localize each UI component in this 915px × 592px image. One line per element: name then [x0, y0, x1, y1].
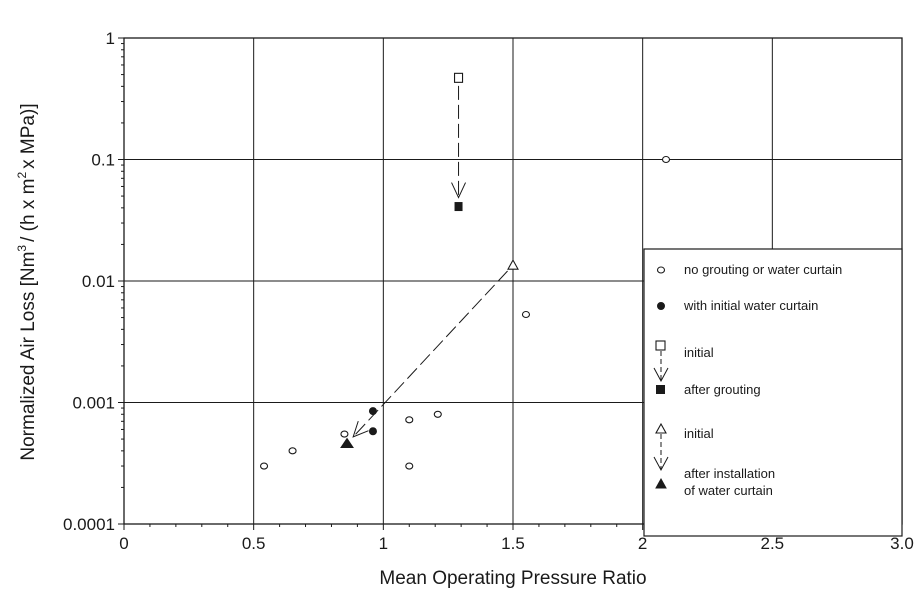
legend-box: [643, 248, 903, 537]
x-tick-label: 1.5: [501, 534, 525, 553]
data-point-open-circle: [433, 410, 442, 418]
data-point-filled-circle: [368, 407, 377, 416]
y-axis-title-sup1: 3: [15, 245, 29, 252]
y-axis-title: Normalized Air Loss [Nm3 / (h x m2 x MPa)]: [15, 103, 39, 460]
y-tick-label: 0.1: [91, 151, 115, 170]
data-point-open-circle: [288, 447, 297, 455]
arrow-layer: [352, 85, 508, 438]
point-layer: [259, 72, 671, 470]
x-tick-label: 2: [638, 534, 647, 553]
data-point-open-circle: [405, 462, 414, 470]
legend-label-initial-1: initial: [684, 345, 714, 360]
x-axis-title: Mean Operating Pressure Ratio: [379, 568, 646, 589]
y-axis-title-main: Normalized Air Loss [Nm: [18, 252, 39, 461]
data-point-open-circle: [521, 310, 531, 319]
y-tick-label: 0.01: [82, 272, 115, 291]
legend-label-after-installation-l1: after installation: [684, 466, 775, 481]
legend-label-initial-2: initial: [684, 426, 714, 441]
x-tick-label: 2.5: [761, 534, 785, 553]
data-point-filled-square: [454, 202, 463, 212]
y-axis-title-mid: / (h x m: [18, 179, 39, 242]
legend-arrow-head-2: [653, 456, 669, 472]
data-point-open-square: [453, 72, 464, 83]
data-point-open-circle: [661, 155, 671, 164]
data-point-open-triangle: [507, 259, 519, 270]
y-tick-label: 0.001: [72, 394, 115, 413]
legend: no grouting or water curtain with initia…: [643, 248, 903, 537]
legend-label-water-curtain: with initial water curtain: [683, 298, 818, 313]
y-tick-label: 0.0001: [63, 515, 115, 534]
legend-marker-filled-triangle: [655, 477, 667, 489]
x-tick-label: 0: [119, 534, 128, 553]
data-point-open-circle: [259, 462, 269, 470]
arrow-head: [451, 182, 466, 199]
y-axis-title-sup2: 2: [15, 172, 29, 179]
legend-marker-filled-circle: [657, 302, 665, 310]
data-point-open-circle: [340, 430, 349, 438]
legend-label-no-grouting: no grouting or water curtain: [684, 262, 842, 277]
legend-label-after-grouting: after grouting: [684, 382, 761, 397]
legend-arrow-head-1: [653, 367, 669, 383]
x-tick-label: 1: [379, 534, 388, 553]
legend-marker-open-circle: [656, 266, 666, 274]
data-point-open-circle: [405, 416, 414, 424]
x-tick-label: 0.5: [242, 534, 266, 553]
legend-marker-open-square: [655, 340, 666, 351]
arrow-head: [352, 420, 369, 438]
x-tick-label: 3.0: [890, 534, 914, 553]
data-point-filled-triangle: [340, 437, 354, 448]
legend-marker-open-triangle: [655, 422, 667, 434]
y-axis-title-end: x MPa)]: [18, 103, 39, 168]
legend-marker-filled-square: [656, 385, 665, 394]
legend-label-after-installation-l2: of water curtain: [684, 483, 773, 498]
y-tick-label: 1: [106, 29, 115, 48]
data-point-filled-circle: [368, 427, 377, 436]
